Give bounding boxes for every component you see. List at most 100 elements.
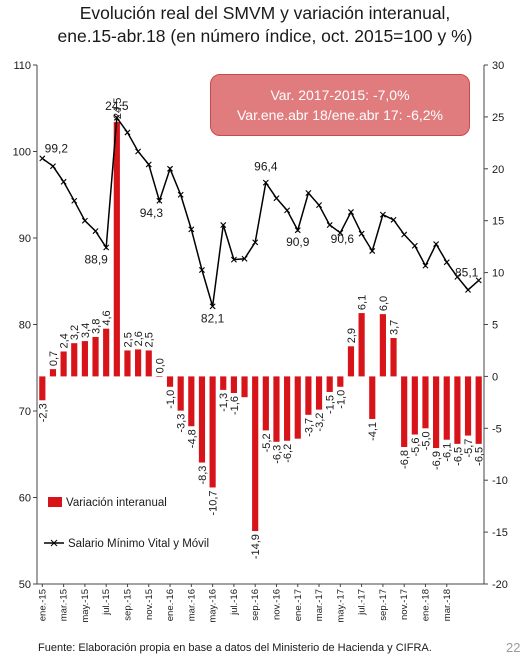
bar (156, 376, 163, 377)
line-point (305, 190, 312, 197)
salary-line (41, 115, 480, 307)
bar-value-label: -3,2 (314, 413, 326, 432)
bar-value-label: -3,7 (303, 418, 315, 437)
line-point-stroke (454, 273, 461, 280)
bar (103, 328, 110, 377)
line-point (156, 197, 163, 204)
bar (337, 376, 344, 387)
line-point-stroke (379, 211, 386, 218)
legend-swatch-bars (48, 497, 62, 507)
line-point-stroke (145, 161, 152, 168)
x-tick-label: nov.-17 (399, 589, 410, 620)
line-point (411, 242, 418, 249)
source-note: Fuente: Elaboración propia en base a dat… (38, 642, 432, 654)
line-point (81, 217, 88, 224)
bar-value-label: -3,3 (176, 414, 188, 433)
right-tick-label: 15 (492, 216, 504, 228)
right-tick-label: 20 (492, 164, 504, 176)
bar-value-label: 2,9 (346, 328, 358, 343)
legend-line-marker (50, 539, 58, 547)
bar-value-label: 3,2 (69, 325, 81, 340)
bar-value-label: -1,3 (218, 393, 230, 412)
x-tick-label: may.-16 (208, 589, 219, 623)
bar (379, 314, 386, 377)
bar (475, 376, 482, 444)
bar (177, 376, 184, 411)
bar-value-label: -6,5 (474, 447, 486, 466)
page-number: 22 (506, 640, 521, 655)
line-point (124, 129, 131, 136)
bar-value-label: -6,8 (399, 450, 411, 469)
line-value-label: 82,1 (201, 311, 225, 325)
bar-value-label: 0,0 (154, 358, 166, 373)
bar (305, 376, 312, 415)
line-point-stroke (167, 165, 174, 172)
bar (262, 376, 269, 431)
bar (209, 376, 216, 488)
bar-value-label: -4,1 (367, 422, 379, 441)
x-tick-label: sep.-16 (250, 589, 261, 621)
bar-value-label: -6,3 (271, 445, 283, 464)
x-tick-label: jul.-16 (229, 589, 240, 616)
line-point (92, 228, 99, 235)
bar (454, 376, 461, 444)
left-tick-label: 80 (19, 320, 31, 332)
line-point (145, 161, 152, 168)
line-point (433, 241, 440, 248)
bar (71, 343, 78, 377)
bar (198, 376, 206, 463)
line-point-stroke (294, 227, 301, 234)
bar-value-label: 24,5 (112, 98, 124, 119)
line-point-stroke (220, 222, 227, 229)
x-tick-label: sep.-15 (122, 589, 133, 621)
x-tick-label: may.-17 (335, 589, 346, 623)
bar-value-label: -5,6 (410, 438, 422, 457)
line-point-stroke (316, 202, 323, 209)
bar (166, 376, 174, 387)
bar-value-label: 2,6 (133, 331, 145, 346)
bar (188, 376, 195, 427)
line-point (71, 197, 78, 204)
x-tick-label: ene.-17 (293, 589, 304, 621)
left-tick-label: 50 (19, 579, 31, 591)
line-point-stroke (390, 216, 397, 223)
callout-line2: Var.ene.abr 18/ene.abr 17: -6,2% (237, 107, 443, 123)
line-point (113, 114, 120, 121)
line-point (198, 267, 205, 273)
line-point-stroke (475, 277, 482, 284)
bar (81, 341, 88, 377)
x-tick-label: jul.-15 (101, 589, 112, 616)
line-value-label: 88,9 (84, 253, 108, 267)
x-tick-label: jul.-17 (357, 589, 368, 616)
bar (422, 376, 429, 429)
line-point (209, 303, 216, 310)
line-point (220, 222, 227, 229)
line-point (422, 262, 429, 269)
line-point-stroke (433, 241, 440, 248)
line-point (103, 244, 110, 251)
line-point-stroke (358, 230, 365, 237)
line-point-stroke (198, 267, 205, 273)
x-tick-label: nov.-15 (144, 589, 155, 620)
right-tick-label: 0 (492, 371, 498, 383)
line-point-stroke (49, 163, 56, 170)
line-point (294, 227, 301, 234)
bar (411, 376, 418, 435)
line-point (369, 247, 376, 254)
right-tick-label: -5 (492, 423, 502, 435)
bar-value-label: 6,1 (357, 295, 369, 310)
line-point (177, 191, 184, 198)
bar (433, 376, 440, 449)
line-point-stroke (411, 242, 418, 249)
line-point-stroke (113, 114, 120, 121)
line-point (284, 207, 291, 214)
right-tick-label: -20 (492, 579, 508, 591)
line-point (273, 195, 280, 202)
bar (241, 376, 248, 398)
line-value-label: 94,3 (140, 206, 164, 220)
chart-title-line2: ene.15-abr.18 (en número índice, oct. 20… (57, 26, 473, 46)
bar (464, 376, 472, 436)
line-point-stroke (92, 228, 99, 235)
left-tick-label: 100 (13, 147, 31, 159)
